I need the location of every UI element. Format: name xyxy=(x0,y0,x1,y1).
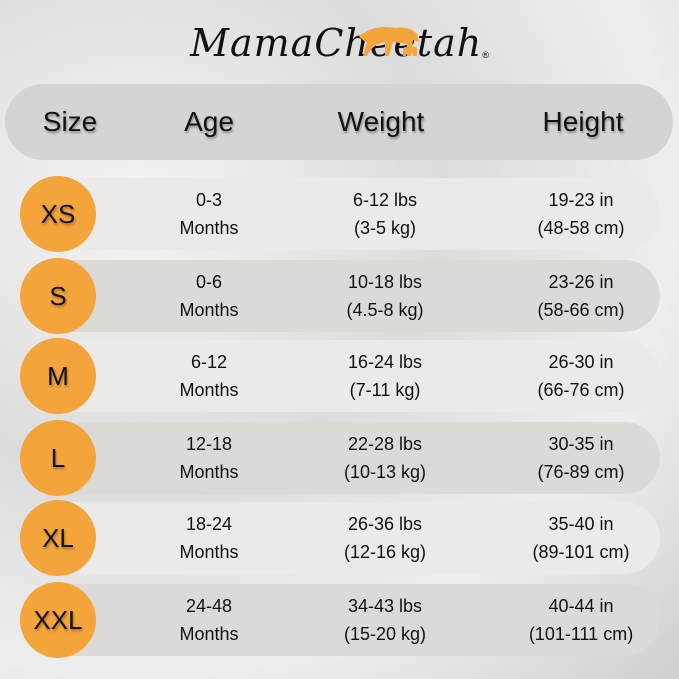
header-weight: Weight xyxy=(337,106,425,137)
age-range: 12-18 xyxy=(185,434,233,454)
weight-lbs: 26-36 lbs xyxy=(347,514,423,534)
header-size: Size xyxy=(42,106,98,137)
brand-logo: MamaCheetah® xyxy=(0,14,679,72)
table-header: Size Age Weight Height xyxy=(5,84,673,160)
weight-kg: (15-20 kg) xyxy=(343,624,427,644)
height-cm: (48-58 cm) xyxy=(537,218,625,238)
height-in: 26-30 in xyxy=(548,352,614,372)
age-range: 24-48 xyxy=(185,596,233,616)
age-range: 0-3 xyxy=(195,190,222,210)
logo-text: MamaCheetah xyxy=(190,21,483,65)
age-unit: Months xyxy=(179,542,239,562)
weight-kg: (4.5-8 kg) xyxy=(346,300,424,320)
age-range: 18-24 xyxy=(185,514,233,534)
weight-cell: 16-24 lbs (7-11 kg) xyxy=(295,348,475,404)
header-height: Height xyxy=(542,106,624,137)
weight-lbs: 6-12 lbs xyxy=(352,190,418,210)
age-cell: 0-6 Months xyxy=(119,268,299,324)
age-unit: Months xyxy=(179,624,239,644)
weight-cell: 26-36 lbs (12-16 kg) xyxy=(295,510,475,566)
weight-kg: (3-5 kg) xyxy=(353,218,416,238)
age-unit: Months xyxy=(179,218,239,238)
height-in: 19-23 in xyxy=(548,190,614,210)
height-cell: 23-26 in (58-66 cm) xyxy=(491,268,671,324)
height-cm: (101-111 cm) xyxy=(528,624,634,644)
weight-lbs: 34-43 lbs xyxy=(347,596,423,616)
height-cell: 19-23 in (48-58 cm) xyxy=(491,186,671,242)
size-badge: XXL xyxy=(20,582,96,658)
weight-cell: 22-28 lbs (10-13 kg) xyxy=(295,430,475,486)
weight-kg: (10-13 kg) xyxy=(343,462,427,482)
weight-cell: 6-12 lbs (3-5 kg) xyxy=(295,186,475,242)
weight-lbs: 22-28 lbs xyxy=(347,434,423,454)
cheetah-icon xyxy=(359,27,419,56)
age-range: 6-12 xyxy=(190,352,228,372)
weight-lbs: 10-18 lbs xyxy=(347,272,423,292)
weight-cell: 34-43 lbs (15-20 kg) xyxy=(295,592,475,648)
height-in: 35-40 in xyxy=(548,514,614,534)
height-in: 30-35 in xyxy=(548,434,614,454)
age-cell: 0-3 Months xyxy=(119,186,299,242)
size-badge: M xyxy=(20,338,96,414)
height-cm: (89-101 cm) xyxy=(532,542,630,562)
registered-mark: ® xyxy=(482,50,489,60)
table-row xyxy=(55,422,660,494)
size-badge: S xyxy=(20,258,96,334)
weight-kg: (7-11 kg) xyxy=(349,380,421,400)
height-in: 40-44 in xyxy=(548,596,614,616)
weight-cell: 10-18 lbs (4.5-8 kg) xyxy=(295,268,475,324)
table-row xyxy=(55,340,660,412)
age-cell: 12-18 Months xyxy=(119,430,299,486)
weight-lbs: 16-24 lbs xyxy=(347,352,423,372)
age-range: 0-6 xyxy=(195,272,222,292)
table-row xyxy=(55,178,660,250)
age-cell: 6-12 Months xyxy=(119,348,299,404)
height-cm: (76-89 cm) xyxy=(537,462,625,482)
age-unit: Months xyxy=(179,300,239,320)
height-cm: (58-66 cm) xyxy=(537,300,625,320)
table-row xyxy=(55,260,660,332)
weight-kg: (12-16 kg) xyxy=(343,542,427,562)
age-unit: Months xyxy=(179,462,239,482)
size-badge: XS xyxy=(20,176,96,252)
age-cell: 18-24 Months xyxy=(119,510,299,566)
height-cell: 40-44 in (101-111 cm) xyxy=(491,592,671,648)
age-unit: Months xyxy=(179,380,239,400)
height-cell: 35-40 in (89-101 cm) xyxy=(491,510,671,566)
age-cell: 24-48 Months xyxy=(119,592,299,648)
height-cell: 26-30 in (66-76 cm) xyxy=(491,348,671,404)
table-row xyxy=(55,502,660,574)
size-badge: XL xyxy=(20,500,96,576)
header-age: Age xyxy=(184,106,234,137)
height-in: 23-26 in xyxy=(548,272,614,292)
size-badge: L xyxy=(20,420,96,496)
height-cm: (66-76 cm) xyxy=(537,380,625,400)
table-row xyxy=(55,584,660,656)
height-cell: 30-35 in (76-89 cm) xyxy=(491,430,671,486)
